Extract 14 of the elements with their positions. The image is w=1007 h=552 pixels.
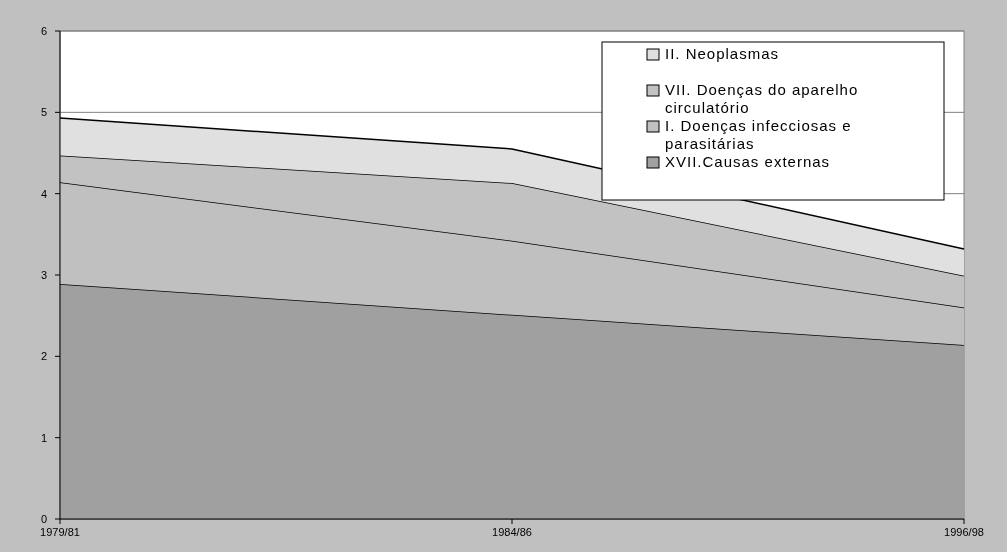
- y-tick-label: 1: [40, 431, 47, 444]
- y-tick-label: 6: [40, 24, 47, 37]
- y-tick-label: 4: [40, 187, 47, 200]
- legend-label: VII. Doenças do aparelho circulatório: [665, 81, 859, 117]
- y-tick-label: 5: [40, 106, 47, 119]
- y-tick-label: 2: [40, 350, 47, 363]
- legend-label: I. Doenças infecciosas e parasitárias: [665, 117, 852, 153]
- y-tick-label: 0: [40, 512, 47, 525]
- x-tick-label: 1984/86: [492, 526, 532, 538]
- y-tick-label: 3: [40, 268, 47, 281]
- x-tick-label: 1979/81: [40, 526, 80, 538]
- legend-label: II. Neoplasmas: [665, 45, 780, 63]
- x-tick-label: 1996/98: [944, 526, 984, 538]
- legend-label: XVII.Causas externas: [665, 153, 831, 171]
